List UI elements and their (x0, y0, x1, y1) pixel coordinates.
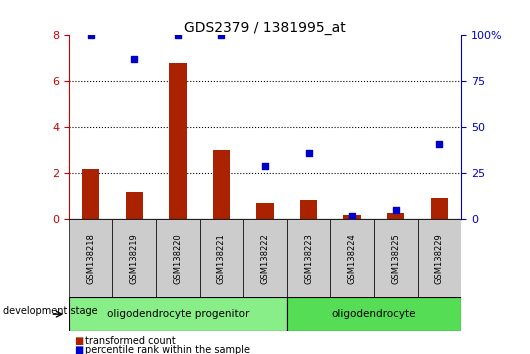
Point (174, 33, 182, 38)
Bar (387, 212, 404, 219)
Bar (430, 198, 448, 219)
Bar (82, 169, 100, 219)
Bar (112, 219, 156, 297)
Bar (287, 297, 461, 331)
Point (261, 163, 269, 169)
Bar (69, 219, 112, 297)
Bar (213, 150, 230, 219)
Text: GDS2379 / 1381995_at: GDS2379 / 1381995_at (184, 21, 346, 35)
Bar (418, 219, 461, 297)
Bar (126, 192, 143, 219)
Point (130, 57, 138, 62)
Point (348, 213, 356, 219)
Text: GSM138225: GSM138225 (391, 233, 400, 284)
Bar (374, 219, 418, 297)
Text: GSM138222: GSM138222 (261, 233, 269, 284)
Text: GSM138220: GSM138220 (173, 233, 182, 284)
Text: oligodendrocyte: oligodendrocyte (332, 309, 416, 319)
Point (435, 141, 444, 147)
Text: GSM138221: GSM138221 (217, 233, 226, 284)
Text: oligodendrocyte progenitor: oligodendrocyte progenitor (107, 309, 249, 319)
Point (217, 33, 226, 38)
Text: GSM138229: GSM138229 (435, 233, 444, 284)
Text: development stage: development stage (3, 306, 98, 316)
Bar (300, 200, 317, 219)
Bar (200, 219, 243, 297)
Point (304, 150, 313, 156)
Bar (243, 219, 287, 297)
Text: GSM138224: GSM138224 (348, 233, 357, 284)
Bar (257, 203, 273, 219)
Text: ■: ■ (74, 336, 83, 346)
Bar (169, 63, 187, 219)
Point (86, 33, 95, 38)
Bar (343, 215, 361, 219)
Point (392, 207, 400, 213)
Bar (69, 297, 287, 331)
Bar (287, 219, 330, 297)
Text: percentile rank within the sample: percentile rank within the sample (85, 346, 250, 354)
Bar (330, 219, 374, 297)
Text: ■: ■ (74, 346, 83, 354)
Text: GSM138219: GSM138219 (130, 233, 139, 284)
Text: GSM138223: GSM138223 (304, 233, 313, 284)
Text: GSM138218: GSM138218 (86, 233, 95, 284)
Text: transformed count: transformed count (85, 336, 175, 346)
Bar (156, 219, 200, 297)
